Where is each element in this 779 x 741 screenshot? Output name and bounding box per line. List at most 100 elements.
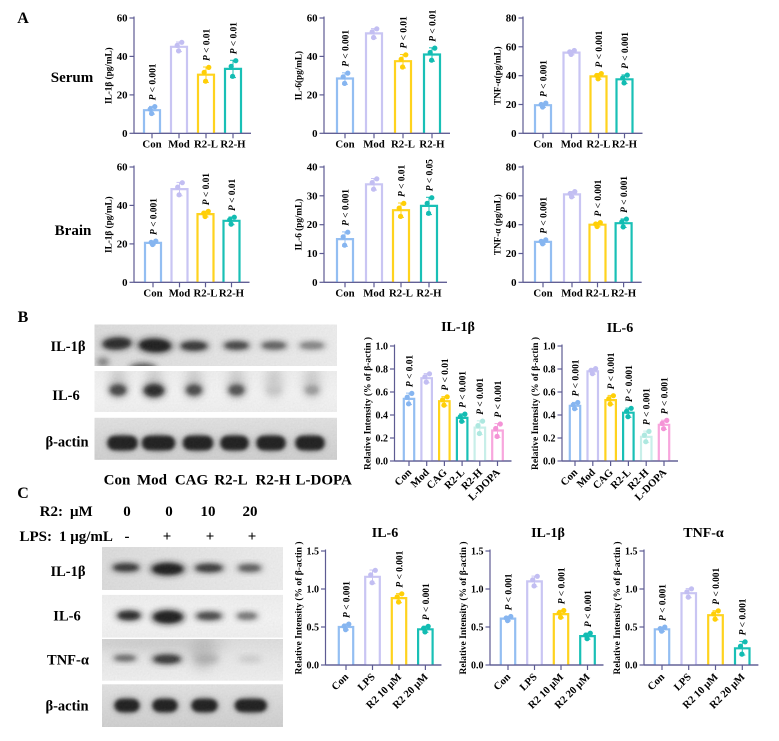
svg-text:0.8: 0.8 xyxy=(543,365,556,376)
svg-text:Con: Con xyxy=(142,139,161,151)
svg-text:P < 0.001: P < 0.001 xyxy=(712,568,722,605)
svg-text:40: 40 xyxy=(307,162,318,174)
svg-text:IL-6: IL-6 xyxy=(52,388,79,404)
svg-text:Mod: Mod xyxy=(363,139,385,151)
svg-text:1.0: 1.0 xyxy=(625,585,638,596)
svg-text:R2-H: R2-H xyxy=(256,473,291,489)
svg-text:P < 0.001: P < 0.001 xyxy=(342,581,352,618)
svg-text:TNF-α(pg/mL): TNF-α(pg/mL) xyxy=(493,46,503,105)
svg-text:P < 0.001: P < 0.001 xyxy=(504,573,514,610)
svg-text:Con: Con xyxy=(533,288,552,300)
svg-text:10: 10 xyxy=(201,504,216,520)
svg-text:Mod: Mod xyxy=(363,288,385,300)
svg-text:P < 0.001: P < 0.001 xyxy=(422,583,432,620)
svg-text:IL-1β: IL-1β xyxy=(50,339,85,355)
svg-text:P < 0.01: P < 0.01 xyxy=(202,173,212,205)
svg-text:CAG: CAG xyxy=(175,473,209,489)
svg-text:Relative Intensity (% of β-act: Relative Intensity (% of β-actin ) xyxy=(294,542,305,675)
svg-text:Mod: Mod xyxy=(169,288,191,300)
svg-text:C: C xyxy=(17,485,29,502)
svg-text:1.0: 1.0 xyxy=(543,342,556,353)
svg-text:1.0: 1.0 xyxy=(307,585,320,596)
svg-text:+: + xyxy=(206,529,215,545)
svg-text:Brain: Brain xyxy=(55,223,92,239)
svg-text:0.4: 0.4 xyxy=(543,411,556,422)
svg-text:0: 0 xyxy=(123,504,131,520)
svg-text:P < 0.001: P < 0.001 xyxy=(625,365,635,402)
svg-text:Con: Con xyxy=(143,288,162,300)
svg-text:IL-1β: IL-1β xyxy=(531,526,565,541)
svg-text:Con: Con xyxy=(335,288,354,300)
svg-text:IL-6: IL-6 xyxy=(607,321,633,336)
svg-text:0: 0 xyxy=(122,128,127,140)
svg-text:TNF-α: TNF-α xyxy=(683,526,724,541)
svg-text:P < 0.001: P < 0.001 xyxy=(571,359,581,396)
svg-text:0.6: 0.6 xyxy=(376,388,389,399)
svg-text:P < 0.001: P < 0.001 xyxy=(476,378,486,415)
svg-text:TNF-α: TNF-α xyxy=(47,653,89,669)
svg-text:Relative Intensity (% of β-act: Relative Intensity (% of β-actin ) xyxy=(458,542,469,675)
svg-text:60: 60 xyxy=(307,13,318,25)
svg-text:P < 0.001: P < 0.001 xyxy=(595,30,605,67)
svg-text:40: 40 xyxy=(117,51,128,63)
svg-text:P < 0.001: P < 0.001 xyxy=(660,377,670,414)
svg-text:P < 0.01: P < 0.01 xyxy=(202,29,212,61)
svg-text:P < 0.01: P < 0.01 xyxy=(428,9,438,41)
svg-text:1.0: 1.0 xyxy=(471,585,484,596)
svg-text:Con: Con xyxy=(330,672,351,693)
svg-text:Mod: Mod xyxy=(137,473,168,489)
svg-text:0.5: 0.5 xyxy=(307,623,320,634)
svg-text:P < 0.001: P < 0.001 xyxy=(149,198,159,235)
svg-text:0: 0 xyxy=(165,504,173,520)
svg-text:β-actin: β-actin xyxy=(45,699,88,715)
svg-text:P < 0.001: P < 0.001 xyxy=(643,388,653,425)
svg-text:μM: μM xyxy=(70,504,93,520)
svg-text:+: + xyxy=(163,529,172,545)
svg-text:IL-1β: IL-1β xyxy=(50,564,85,580)
svg-text:P < 0.001: P < 0.001 xyxy=(539,60,549,97)
svg-text:Relative Intensity (% of β-act: Relative Intensity (% of β-actin ) xyxy=(363,337,374,470)
svg-text:L-DOPA: L-DOPA xyxy=(296,473,353,489)
svg-text:P < 0.001: P < 0.001 xyxy=(658,584,668,621)
svg-text:TNF-α (pg/mL): TNF-α (pg/mL) xyxy=(493,194,503,255)
svg-text:B: B xyxy=(18,309,29,326)
svg-text:R2-H: R2-H xyxy=(416,288,442,300)
svg-text:A: A xyxy=(17,10,29,27)
svg-text:Relative Intensity (% of β-act: Relative Intensity (% of β-actin ) xyxy=(530,337,541,470)
svg-text:P < 0.01: P < 0.01 xyxy=(229,22,239,54)
svg-text:P < 0.01: P < 0.01 xyxy=(397,165,407,197)
svg-text:R2-L: R2-L xyxy=(194,288,218,300)
svg-text:Con: Con xyxy=(335,139,354,151)
svg-text:P < 0.01: P < 0.01 xyxy=(399,16,409,48)
svg-text:P < 0.001: P < 0.001 xyxy=(584,590,594,627)
svg-text:0: 0 xyxy=(312,128,317,140)
svg-text:R2-H: R2-H xyxy=(219,288,245,300)
svg-text:1.5: 1.5 xyxy=(471,547,484,558)
svg-text:β-actin: β-actin xyxy=(45,435,88,451)
svg-text:P < 0.01: P < 0.01 xyxy=(441,358,451,390)
svg-text:R2-L: R2-L xyxy=(194,139,218,151)
svg-text:20: 20 xyxy=(243,504,258,520)
svg-text:Serum: Serum xyxy=(51,70,94,86)
svg-text:R2-L: R2-L xyxy=(587,139,611,151)
svg-text:P < 0.01: P < 0.01 xyxy=(405,355,415,387)
svg-text:Con: Con xyxy=(104,473,131,489)
svg-text:40: 40 xyxy=(506,70,517,82)
svg-text:R2-L: R2-L xyxy=(214,473,247,489)
svg-text:0: 0 xyxy=(312,277,317,289)
svg-text:IL-6 (pg/mL): IL-6 (pg/mL) xyxy=(294,199,304,251)
svg-text:10: 10 xyxy=(307,248,318,260)
svg-text:P < 0.01: P < 0.01 xyxy=(228,179,238,211)
svg-text:0.8: 0.8 xyxy=(376,365,389,376)
svg-text:1.5: 1.5 xyxy=(625,547,638,558)
svg-text:LPS:: LPS: xyxy=(19,529,52,545)
svg-text:0.2: 0.2 xyxy=(376,434,389,445)
svg-text:R2-H: R2-H xyxy=(611,288,637,300)
svg-text:R2-H: R2-H xyxy=(612,139,638,151)
svg-text:R2-L: R2-L xyxy=(586,288,610,300)
svg-text:1.0: 1.0 xyxy=(376,342,389,353)
svg-text:P < 0.001: P < 0.001 xyxy=(459,371,469,408)
svg-text:P < 0.001: P < 0.001 xyxy=(557,567,567,604)
svg-text:Con: Con xyxy=(492,672,513,693)
svg-text:Mod: Mod xyxy=(168,139,190,151)
